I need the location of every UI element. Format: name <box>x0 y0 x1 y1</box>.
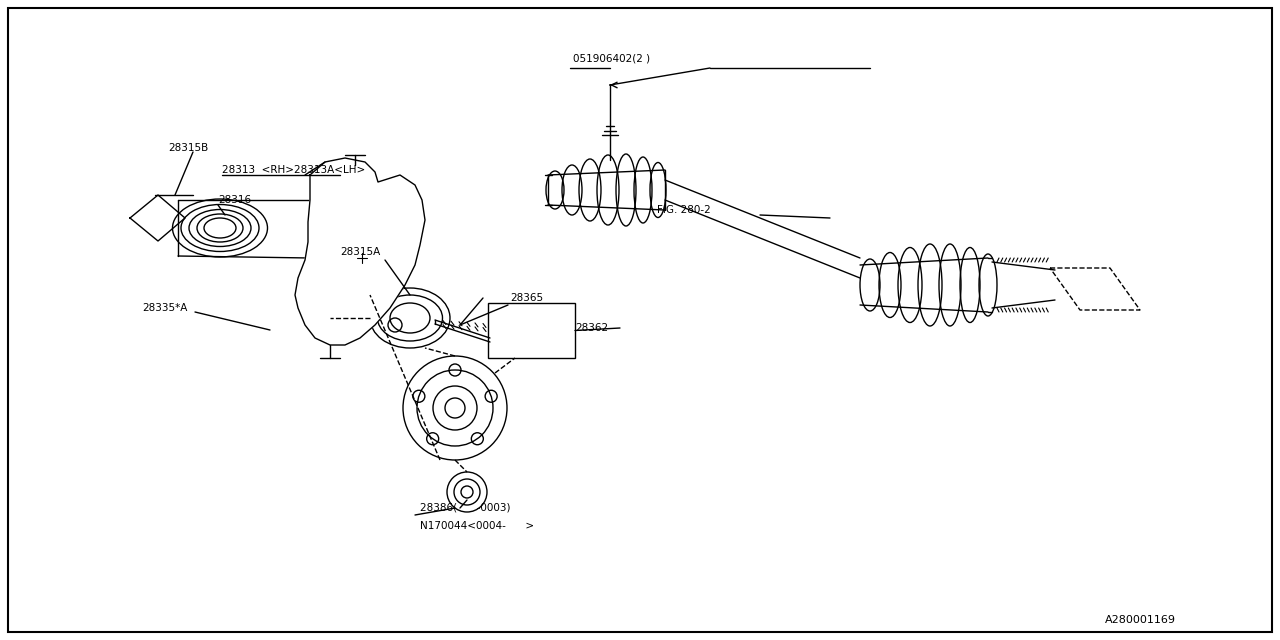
Text: 28335*A: 28335*A <box>142 303 187 313</box>
Text: 28365: 28365 <box>509 293 543 303</box>
Text: A280001169: A280001169 <box>1105 615 1176 625</box>
Text: 051906402(2 ): 051906402(2 ) <box>573 53 650 63</box>
Text: 28316: 28316 <box>218 195 251 205</box>
Text: FIG. 280-2: FIG. 280-2 <box>657 205 710 215</box>
Text: 28386(      -0003): 28386( -0003) <box>420 503 511 513</box>
Text: 28315A: 28315A <box>340 247 380 257</box>
Text: N170044<0004-      >: N170044<0004- > <box>420 521 534 531</box>
Text: 28315B: 28315B <box>168 143 209 153</box>
Polygon shape <box>294 158 425 345</box>
Text: 28362: 28362 <box>575 323 608 333</box>
Text: 28313  <RH>28313A<LH>: 28313 <RH>28313A<LH> <box>221 165 365 175</box>
Bar <box>488 303 575 358</box>
